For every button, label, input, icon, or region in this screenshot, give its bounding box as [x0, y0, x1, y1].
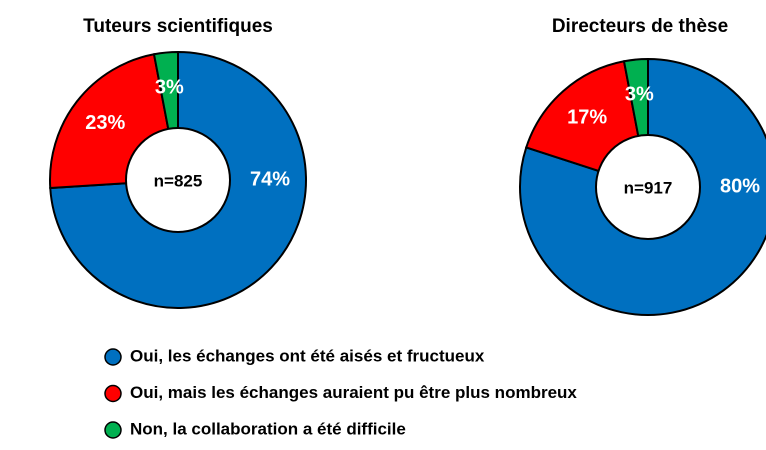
legend-label: Oui, les échanges ont été aisés et fruct… — [130, 346, 485, 365]
value-label: 23% — [85, 112, 125, 134]
value-label: 3% — [625, 84, 654, 106]
legend-marker — [104, 421, 122, 439]
legend-label: Non, la collaboration a été difficile — [130, 419, 406, 438]
sample-size: n=825 — [154, 171, 203, 190]
legend-marker — [104, 384, 122, 403]
legend-label: Oui, mais les échanges auraient pu être … — [130, 383, 577, 402]
chart-title: Tuteurs scientifiques — [83, 16, 273, 37]
legend-marker — [104, 348, 122, 366]
value-label: 3% — [155, 77, 184, 99]
value-label: 80% — [720, 175, 760, 197]
donut-hole — [595, 134, 701, 240]
donut-hole — [125, 127, 231, 233]
value-label: 17% — [567, 106, 607, 128]
value-label: 74% — [250, 168, 290, 190]
sample-size: n=917 — [624, 178, 673, 197]
chart-title: Directeurs de thèse — [552, 16, 728, 37]
